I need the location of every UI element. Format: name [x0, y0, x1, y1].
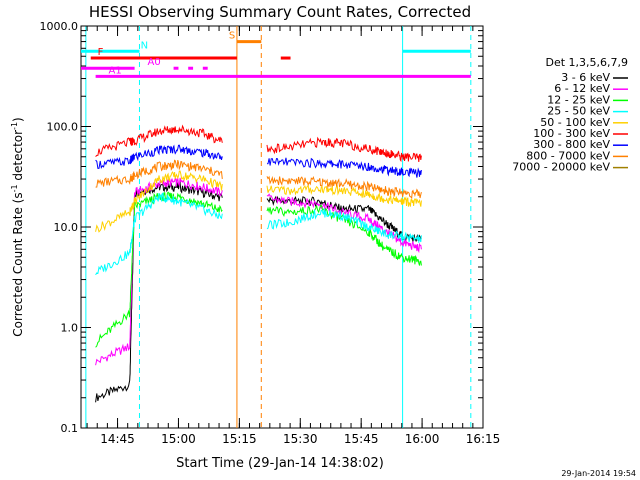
- y-axis: 0.1 1.0 10.0 100.0 1000.0: [40, 20, 483, 435]
- x-tick-label: 16:15: [466, 432, 501, 446]
- series-line: [95, 191, 223, 348]
- series-line: [266, 208, 422, 243]
- legend-label: 25 - 50 keV: [547, 105, 610, 118]
- legend-title: Det 1,3,5,6,7,9: [545, 56, 628, 69]
- x-tick-label: 16:00: [405, 432, 440, 446]
- timestamp: 29-Jan-2014 19:54: [561, 469, 636, 478]
- series-line: [95, 159, 223, 188]
- y-axis-label-part2: detector: [11, 130, 25, 185]
- flag-label-a1: A1: [109, 65, 122, 76]
- flag-label-a0: A0: [147, 57, 160, 68]
- x-tick-label: 15:30: [283, 432, 318, 446]
- series-line: [266, 157, 422, 178]
- y-axis-label-sup2: -1: [10, 122, 19, 130]
- series-line: [95, 124, 223, 157]
- legend-label: 6 - 12 keV: [554, 82, 610, 95]
- legend-label: 800 - 7000 keV: [526, 149, 610, 162]
- x-tick-label: 15:00: [161, 432, 196, 446]
- series-line: [95, 144, 223, 169]
- chart-title: HESSI Observing Summary Count Rates, Cor…: [89, 3, 471, 21]
- series-line: [95, 192, 223, 276]
- y-tick-label: 1000.0: [40, 20, 79, 33]
- flag-label-f: F: [98, 47, 104, 58]
- y-tick-label: 10.0: [54, 221, 79, 234]
- flag-bars: N S F A0 A1: [81, 31, 471, 78]
- legend-label: 100 - 300 keV: [533, 127, 610, 140]
- series-group: [95, 124, 422, 403]
- series-line: [266, 193, 422, 254]
- y-tick-label: 100.0: [47, 121, 79, 134]
- y-axis-label-part3: ): [11, 117, 25, 122]
- series-line: [266, 184, 422, 207]
- x-tick-label: 14:45: [100, 432, 135, 446]
- y-axis-label-part1: Corrected Count Rate (s: [11, 192, 25, 336]
- x-axis: 14:45 15:00 15:15 15:30 15:45 16:00 16:15: [86, 26, 501, 446]
- legend-label: 300 - 800 keV: [533, 138, 610, 151]
- series-line: [266, 204, 422, 266]
- y-tick-label: 1.0: [61, 322, 79, 335]
- flag-label-n: N: [141, 40, 148, 51]
- x-tick-label: 15:45: [344, 432, 379, 446]
- series-line: [95, 177, 223, 366]
- y-tick-label: 0.1: [61, 422, 79, 435]
- x-axis-label: Start Time (29-Jan-14 14:38:02): [176, 456, 384, 471]
- series-line: [95, 181, 223, 403]
- series-line: [266, 136, 422, 163]
- flag-label-s: S: [229, 31, 235, 42]
- grid-lines: [85, 26, 472, 428]
- legend-label: 3 - 6 keV: [561, 71, 610, 84]
- legend-label: 50 - 100 keV: [540, 116, 610, 129]
- legend-label: 7000 - 20000 keV: [512, 161, 610, 174]
- legend-label: 12 - 25 keV: [547, 93, 610, 106]
- series-line: [95, 170, 223, 233]
- y-axis-label: Corrected Count Rate (s-1 detector-1): [10, 117, 25, 336]
- y-axis-label-sup1: -1: [10, 184, 19, 192]
- x-tick-label: 15:15: [222, 432, 257, 446]
- series-line: [266, 175, 422, 200]
